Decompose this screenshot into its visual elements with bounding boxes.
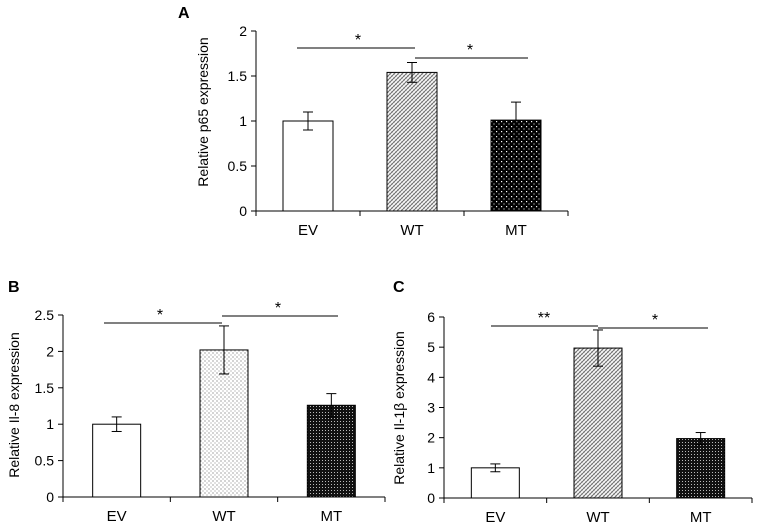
panel-a-y-tick-label: 2 [239, 23, 247, 39]
panel-c-y-tick-label: 5 [427, 339, 435, 355]
panel-c-y-tick-label: 1 [427, 460, 435, 476]
panel-c-y-tick-label: 0 [427, 490, 435, 506]
panel-a-category-label: MT [505, 222, 527, 239]
panel-a-significance-label: * [355, 32, 361, 49]
panel-b-category-label: MT [320, 508, 342, 523]
panel-b: B Relative Il-8 expression 0 0.5 1 1.5 2 2.5 E… [6, 279, 386, 523]
panel-b-y-tick-label: 1.5 [35, 380, 55, 396]
panel-b-y-tick-label: 0 [46, 489, 54, 505]
panel-c-category-label: MT [690, 509, 712, 523]
panel-c-category-label: EV [485, 509, 505, 523]
panel-c-y-tick-label: 3 [427, 400, 435, 416]
panel-b-label: B [8, 279, 20, 296]
panel-b-y-tick-label: 2 [46, 343, 54, 359]
panel-a-y-tick-label: 1 [239, 113, 247, 129]
panel-c: C Relative Il-1β expression 0 1 2 3 4 5 6 EV WT M… [391, 279, 753, 523]
panel-c-y-tick-label: 2 [427, 430, 435, 446]
panel-a: A Relative p65 expression 0 0.5 1 1.5 2 EV WT M… [178, 5, 569, 239]
panel-b-bar-mt [306, 404, 356, 498]
panel-b-y-tick-label: 0.5 [35, 453, 55, 469]
panel-b-category-label: WT [212, 508, 235, 523]
panel-a-y-tick-label: 0 [239, 203, 247, 219]
panel-b-significance-label: * [275, 300, 281, 317]
panel-b-category-label: EV [107, 508, 127, 523]
panel-a-bar-ev [282, 120, 334, 212]
panel-a-y-tick-label: 1.5 [228, 68, 248, 84]
panel-c-y-tick-label: 6 [427, 309, 435, 325]
panel-a-category-label: EV [298, 222, 318, 239]
panel-b-y-tick-label: 1 [46, 416, 54, 432]
panel-a-significance-label: * [467, 42, 473, 59]
panel-c-bar-ev [470, 467, 520, 499]
panel-a-bar-wt [386, 71, 438, 212]
panel-c-significance-label: ** [538, 310, 550, 327]
panel-a-label: A [178, 5, 190, 22]
panel-a-category-label: WT [400, 222, 423, 239]
panel-c-category-label: WT [586, 509, 609, 523]
panel-b-y-tick-label: 2.5 [35, 307, 55, 323]
panel-c-bar-wt [573, 347, 623, 499]
panel-c-y-tick-label: 4 [427, 369, 435, 385]
panel-a-y-tick-label: 0.5 [228, 158, 248, 174]
panel-b-y-axis-label: Relative Il-8 expression [6, 332, 22, 478]
panel-a-y-axis-label: Relative p65 expression [195, 37, 211, 186]
panel-c-bar-mt [676, 438, 726, 499]
panel-b-significance-label: * [157, 307, 163, 324]
panel-c-significance-label: * [652, 312, 658, 329]
panel-b-bar-ev [92, 423, 142, 498]
panel-c-y-axis-label: Relative Il-1β expression [391, 331, 407, 485]
panel-c-label: C [393, 279, 405, 296]
